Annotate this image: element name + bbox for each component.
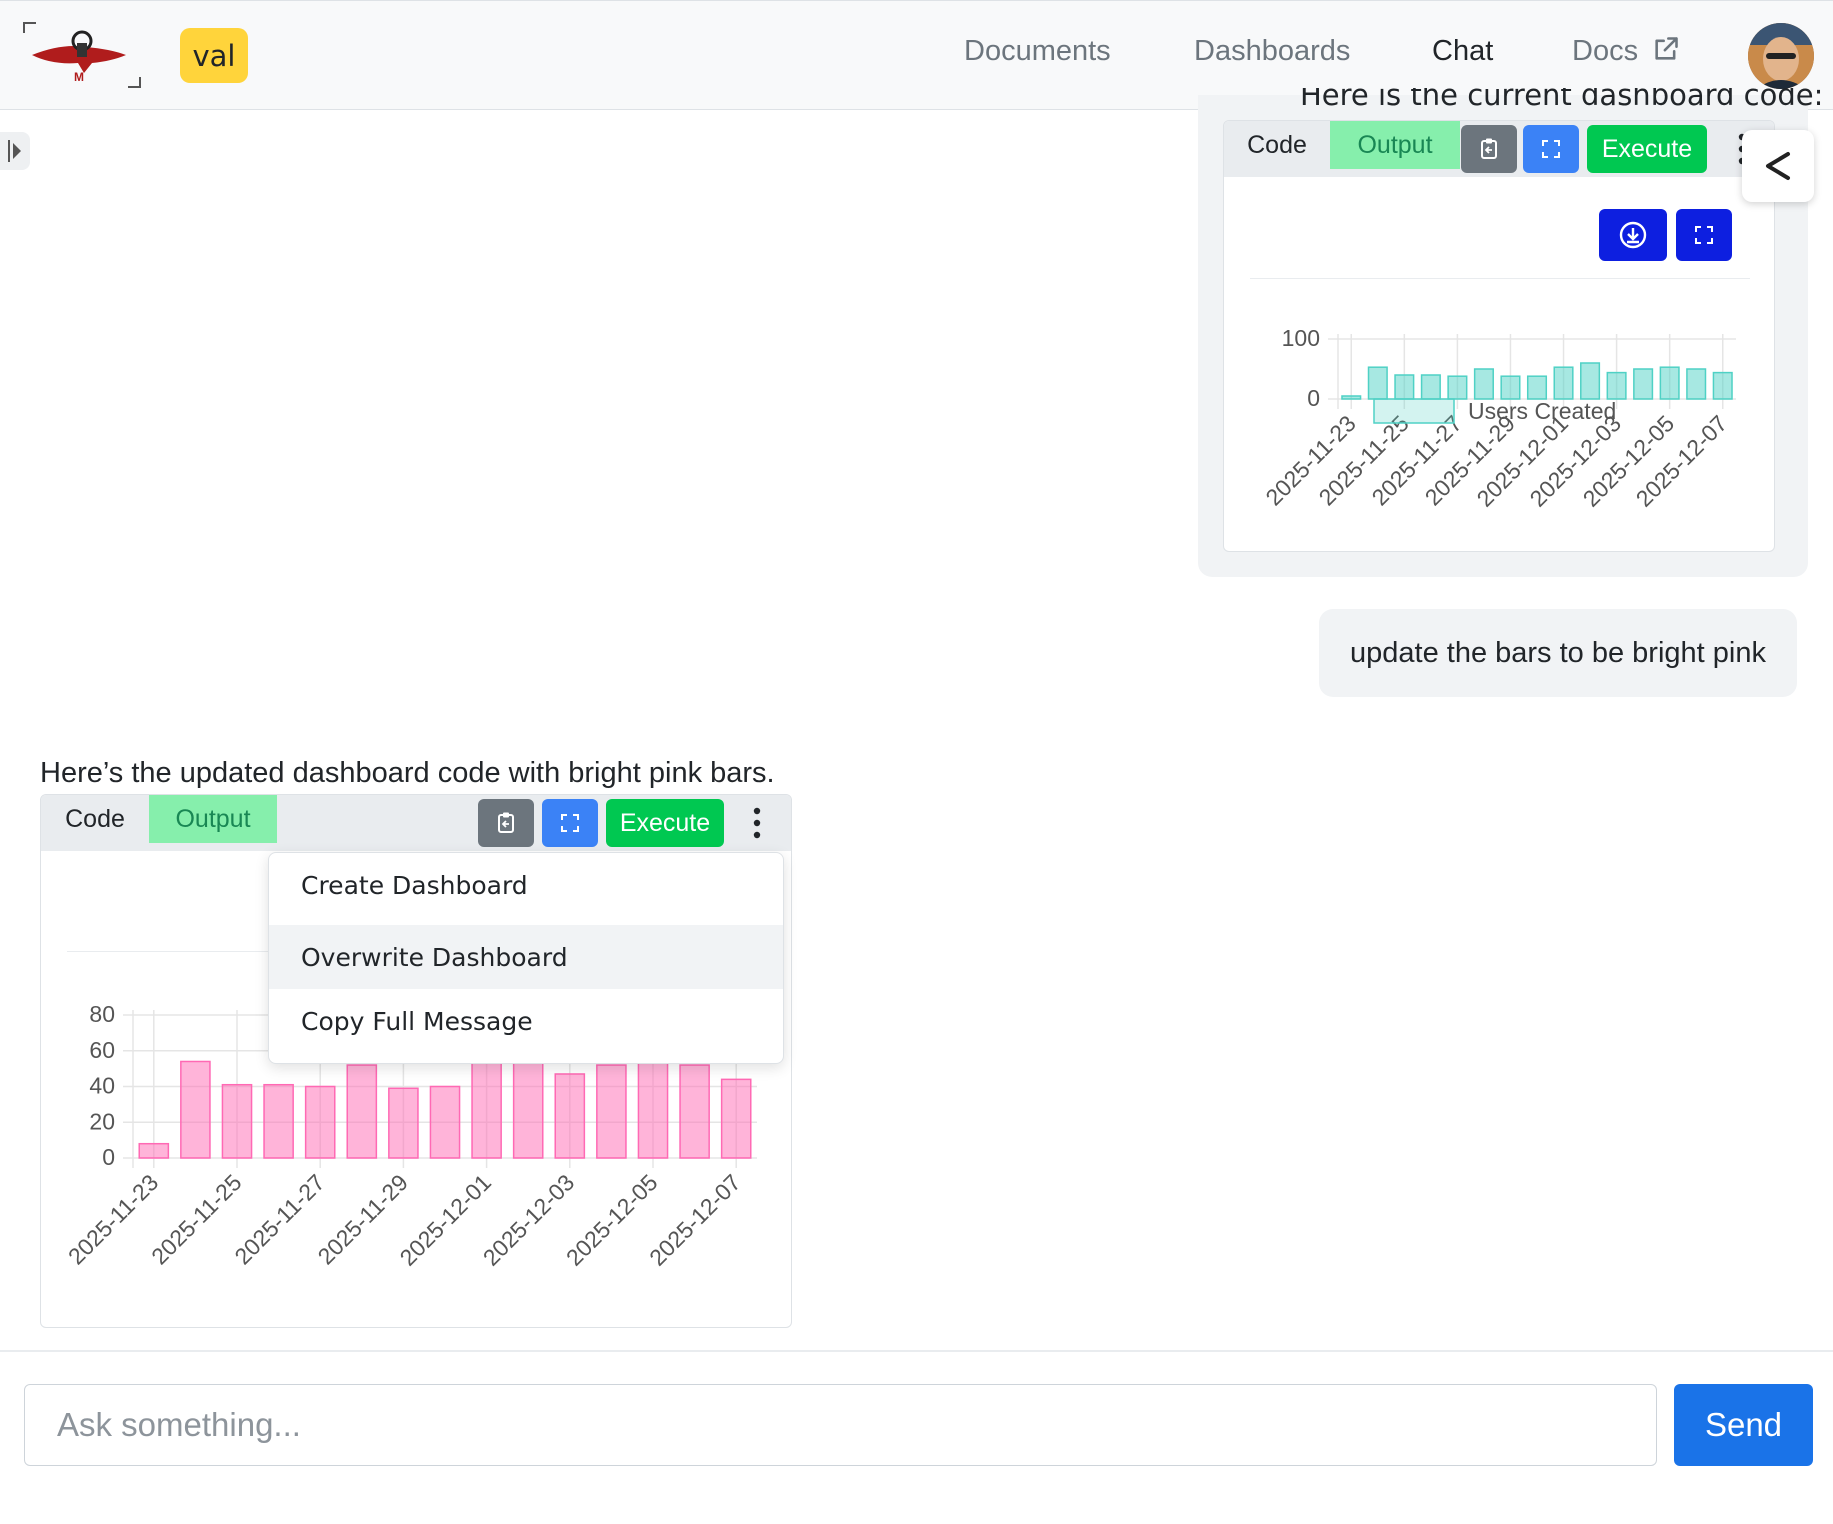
bar <box>679 1064 710 1159</box>
assistant-code-toolbar: Code Output Execute <box>41 795 791 851</box>
previous-code-block: Code Output Execute 0 100 2025-11-23 2025-1… <box>1223 120 1775 552</box>
bar <box>388 1087 419 1159</box>
bar <box>1553 366 1574 400</box>
sidebar-toggle-button[interactable] <box>0 132 30 170</box>
kebab-menu-icon <box>753 807 761 839</box>
user-avatar[interactable] <box>1748 23 1814 89</box>
bar <box>1447 375 1468 400</box>
bar <box>1367 366 1388 400</box>
previous-code-tab[interactable]: Code <box>1247 130 1307 159</box>
nav-documents[interactable]: Documents <box>964 35 1111 67</box>
chat-input[interactable] <box>24 1384 1657 1466</box>
users-created-chart: 01002025-11-232025-11-252025-11-272025-1… <box>1260 325 1736 512</box>
previous-fullscreen-button[interactable] <box>1523 125 1579 173</box>
user-message-bubble: update the bars to be bright pink <box>1319 609 1797 697</box>
external-link-icon <box>1655 37 1678 60</box>
legend-label: Users Created <box>1468 398 1616 424</box>
app-logo[interactable]: M <box>22 21 142 89</box>
bar <box>596 1064 627 1159</box>
bar <box>1686 368 1707 400</box>
x-tick-label: 2025-12-07 <box>644 1169 746 1271</box>
bar <box>1420 374 1441 400</box>
menu-item-copy-full-message[interactable]: Copy Full Message <box>301 1006 533 1036</box>
more-menu-button[interactable] <box>751 805 763 841</box>
bar <box>138 1142 170 1159</box>
download-icon <box>1619 221 1647 249</box>
nav-docs[interactable]: Docs <box>1572 35 1680 68</box>
bar <box>512 1060 544 1159</box>
svg-text:M: M <box>74 70 84 84</box>
expand-icon <box>1542 140 1560 158</box>
bar <box>180 1060 211 1159</box>
code-tab[interactable]: Code <box>65 804 125 833</box>
download-chart-button[interactable] <box>1599 209 1667 261</box>
y-tick-label: 0 <box>1307 385 1320 411</box>
bar <box>1341 395 1362 400</box>
send-button[interactable]: Send <box>1674 1384 1813 1466</box>
composer-divider <box>0 1350 1833 1352</box>
previous-execute-button[interactable]: Execute <box>1587 125 1707 173</box>
share-button[interactable] <box>1742 130 1814 202</box>
legend-swatch <box>1373 398 1455 424</box>
bar <box>1500 375 1521 400</box>
clipboard-icon <box>1481 138 1497 159</box>
nav-dashboards[interactable]: Dashboards <box>1194 35 1351 67</box>
expand-icon <box>561 814 579 832</box>
bar <box>429 1085 461 1159</box>
bar <box>1580 362 1601 400</box>
workspace-badge[interactable]: val <box>180 28 248 83</box>
chart-divider <box>1250 278 1750 279</box>
y-tick-label: 100 <box>1282 325 1320 351</box>
copy-code-button[interactable] <box>478 799 534 847</box>
bar <box>304 1085 336 1159</box>
bar <box>263 1083 294 1159</box>
sidebar-expand-icon <box>8 140 21 162</box>
bar <box>1526 375 1548 400</box>
bar <box>720 1078 752 1159</box>
chart-fullscreen-button[interactable] <box>1676 209 1732 261</box>
menu-item-create-dashboard[interactable]: Create Dashboard <box>301 870 528 900</box>
bar <box>346 1064 378 1159</box>
y-tick-label: 40 <box>89 1073 115 1099</box>
output-tab[interactable]: Output <box>149 795 277 843</box>
nav-chat[interactable]: Chat <box>1432 35 1494 67</box>
y-tick-label: 0 <box>102 1144 115 1170</box>
bar <box>471 1060 502 1159</box>
y-tick-label: 80 <box>89 1001 115 1027</box>
share-icon <box>1766 152 1790 180</box>
bar <box>1473 368 1494 400</box>
fullscreen-button[interactable] <box>542 799 598 847</box>
previous-message-text: Here is the current dashboard code: <box>1300 88 1824 112</box>
previous-code-toolbar: Code Output Execute <box>1224 121 1774 177</box>
assistant-message-text: Here’s the updated dashboard code with b… <box>40 757 775 789</box>
y-tick-label: 20 <box>89 1108 115 1134</box>
bar <box>637 1060 669 1159</box>
execute-button[interactable]: Execute <box>606 799 724 847</box>
bar <box>554 1073 586 1159</box>
y-tick-label: 60 <box>89 1037 115 1063</box>
previous-copy-code-button[interactable] <box>1461 125 1517 173</box>
bar <box>1606 371 1627 400</box>
bar <box>1633 368 1654 400</box>
clipboard-icon <box>498 812 514 833</box>
menu-item-overwrite-dashboard[interactable]: Overwrite Dashboard <box>269 925 783 989</box>
nav-docs-label: Docs <box>1572 35 1639 67</box>
code-block-dropdown-menu: Create Dashboard Overwrite Dashboard Cop… <box>268 852 784 1064</box>
previous-output-tab[interactable]: Output <box>1330 121 1460 169</box>
expand-icon <box>1695 226 1713 244</box>
bar <box>221 1083 253 1159</box>
top-navbar: M val Documents Dashboards Chat Docs <box>0 0 1833 110</box>
bar <box>1394 374 1415 400</box>
bar <box>1659 366 1680 400</box>
bar <box>1712 371 1733 400</box>
